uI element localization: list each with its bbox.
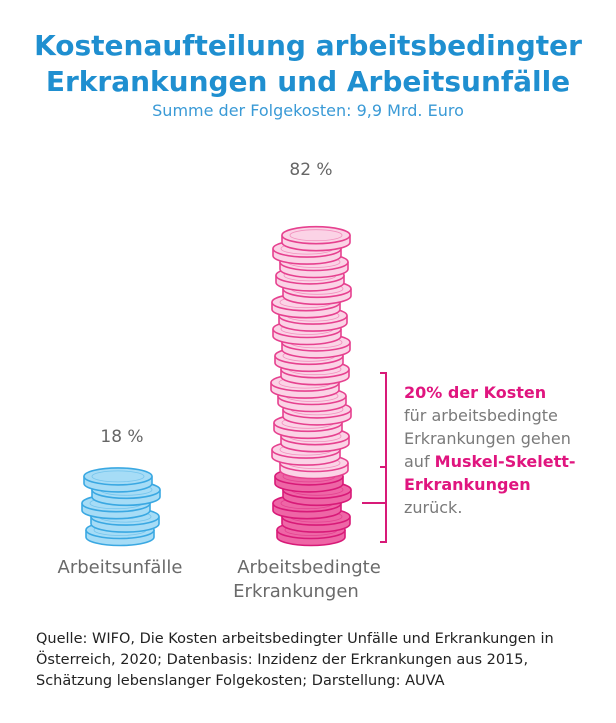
annotation-line-6: zurück. <box>404 498 463 517</box>
annotation-line-2: für arbeitsbedingte <box>404 406 558 425</box>
chart-subtitle: Summe der Folgekosten: 9,9 Mrd. Euro <box>152 101 464 120</box>
coin-stack-arbeitsunfaelle <box>81 467 161 547</box>
annotation-line-4-highlight: Muskel-Skelett- <box>434 452 576 471</box>
accident-coin <box>83 467 153 493</box>
annotation-line-3: Erkrankungen gehen <box>404 429 571 448</box>
msk-annotation: 20% der Kosten für arbeitsbedingte Erkra… <box>404 381 609 519</box>
chart-title: Kostenaufteilung arbeitsbedingter Erkran… <box>0 28 616 100</box>
source-line-3: Schätzung lebenslanger Folgekosten; Dars… <box>36 673 445 689</box>
category-label-erkrankungen-line-1: Arbeitsbedingte <box>237 557 381 578</box>
value-label-erkrankungen: 82 % <box>289 160 332 180</box>
coin-stack-chart: 18 % 82 % Arbeitsunfälle Arbeitsbedingte… <box>58 160 387 602</box>
annotation-bracket <box>362 372 387 543</box>
category-label-arbeitsunfaelle: Arbeitsunfälle <box>58 557 183 578</box>
source-note: Quelle: WIFO, Die Kosten arbeitsbedingte… <box>36 629 596 692</box>
source-line-2: Österreich, 2020; Datenbasis: Inzidenz d… <box>36 652 529 668</box>
value-label-arbeitsunfaelle: 18 % <box>100 427 143 447</box>
chart-title-line-1: Kostenaufteilung arbeitsbedingter <box>34 29 582 62</box>
annotation-line-1: 20% der Kosten <box>404 383 547 402</box>
disease-coin <box>281 225 351 252</box>
annotation-line-5: Erkrankungen <box>404 475 531 494</box>
annotation-line-4-prefix: auf <box>404 452 435 471</box>
annotation-line-4: auf Muskel-Skelett- <box>404 450 609 473</box>
source-line-1: Quelle: WIFO, Die Kosten arbeitsbedingte… <box>36 631 554 647</box>
category-label-erkrankungen-line-2: Erkrankungen <box>233 581 359 602</box>
chart-title-line-2: Erkrankungen und Arbeitsunfälle <box>45 65 571 98</box>
coin-stack-erkrankungen <box>270 225 352 547</box>
